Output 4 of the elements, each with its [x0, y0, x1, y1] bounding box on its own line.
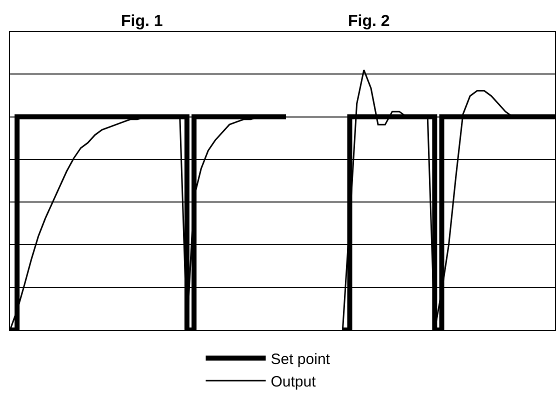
legend-label: Output	[270, 374, 317, 391]
caption: Fig. 2	[348, 13, 390, 30]
caption: Fig. 1	[121, 13, 163, 30]
legend-label: Set point	[270, 351, 331, 368]
